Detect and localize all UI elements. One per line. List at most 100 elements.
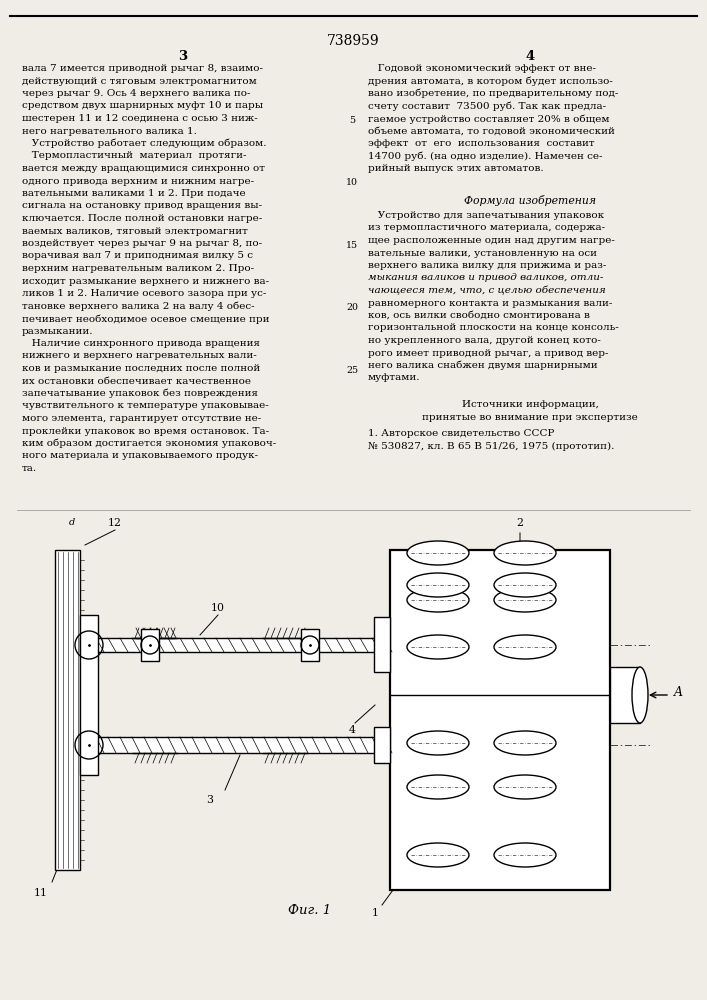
Bar <box>80 615 98 775</box>
Text: шестерен 11 и 12 соединена с осью 3 ниж-: шестерен 11 и 12 соединена с осью 3 ниж- <box>22 114 258 123</box>
Ellipse shape <box>407 635 469 659</box>
Text: мыкания валиков и привод валиков, отли-: мыкания валиков и привод валиков, отли- <box>368 273 603 282</box>
Text: 4: 4 <box>349 725 356 735</box>
Text: 10: 10 <box>346 178 358 187</box>
Text: Устройство для запечатывания упаковок: Устройство для запечатывания упаковок <box>368 211 604 220</box>
Bar <box>374 617 390 672</box>
Text: ков, ось вилки свободно смонтирована в: ков, ось вилки свободно смонтирована в <box>368 311 590 320</box>
Text: 20: 20 <box>346 303 358 312</box>
Text: вается между вращающимися синхронно от: вается между вращающимися синхронно от <box>22 164 265 173</box>
Ellipse shape <box>632 667 648 723</box>
Text: через рычаг 9. Ось 4 верхнего валика по-: через рычаг 9. Ось 4 верхнего валика по- <box>22 89 250 98</box>
Text: верхнего валика вилку для прижима и раз-: верхнего валика вилку для прижима и раз- <box>368 261 607 270</box>
Text: гаемое устройство составляет 20% в общем: гаемое устройство составляет 20% в общем <box>368 114 609 123</box>
Ellipse shape <box>407 731 469 755</box>
Text: запечатывание упаковок без повреждения: запечатывание упаковок без повреждения <box>22 389 258 398</box>
Text: их остановки обеспечивает качественное: их остановки обеспечивает качественное <box>22 376 251 385</box>
Bar <box>55 550 80 870</box>
Text: 15: 15 <box>346 241 358 250</box>
Text: ков и размыкание последних после полной: ков и размыкание последних после полной <box>22 364 260 373</box>
Text: нижнего и верхнего нагревательных вали-: нижнего и верхнего нагревательных вали- <box>22 352 257 360</box>
Text: него нагревательного валика 1.: него нагревательного валика 1. <box>22 126 197 135</box>
Text: 1: 1 <box>371 908 378 918</box>
Text: ким образом достигается экономия упаковоч-: ким образом достигается экономия упаково… <box>22 439 276 448</box>
Text: 25: 25 <box>346 366 358 375</box>
Ellipse shape <box>494 573 556 597</box>
Text: горизонтальной плоскости на конце консоль-: горизонтальной плоскости на конце консол… <box>368 324 619 332</box>
Ellipse shape <box>494 635 556 659</box>
Text: действующий с тяговым электромагнитом: действующий с тяговым электромагнитом <box>22 77 257 86</box>
Bar <box>390 550 610 890</box>
Text: Источники информации,: Источники информации, <box>462 400 598 409</box>
Text: 3: 3 <box>178 50 187 63</box>
Text: чувствительного к температуре упаковывае-: чувствительного к температуре упаковывае… <box>22 401 269 410</box>
Text: 4: 4 <box>525 50 534 63</box>
Text: 10: 10 <box>211 603 225 613</box>
Text: объеме автомата, то годовой экономический: объеме автомата, то годовой экономически… <box>368 126 615 135</box>
Text: 11: 11 <box>34 888 48 898</box>
Ellipse shape <box>407 588 469 612</box>
Text: исходит размыкание верхнего и нижнего ва-: исходит размыкание верхнего и нижнего ва… <box>22 276 269 286</box>
Text: Фиг. 1: Фиг. 1 <box>288 904 332 917</box>
Text: него валика снабжен двумя шарнирными: него валика снабжен двумя шарнирными <box>368 361 597 370</box>
Text: размыкании.: размыкании. <box>22 326 93 336</box>
Text: d: d <box>69 518 75 527</box>
Ellipse shape <box>407 775 469 799</box>
Text: 5: 5 <box>349 116 355 125</box>
Text: вала 7 имеется приводной рычаг 8, взаимо-: вала 7 имеется приводной рычаг 8, взаимо… <box>22 64 263 73</box>
Text: вано изобретение, по предварительному под-: вано изобретение, по предварительному по… <box>368 89 619 99</box>
Text: 14700 руб. (на одно изделие). Намечен се-: 14700 руб. (на одно изделие). Намечен се… <box>368 151 602 161</box>
Ellipse shape <box>494 588 556 612</box>
Ellipse shape <box>494 541 556 565</box>
Text: средством двух шарнирных муфт 10 и пары: средством двух шарнирных муфт 10 и пары <box>22 102 263 110</box>
Text: та.: та. <box>22 464 37 473</box>
Bar <box>301 629 319 661</box>
Text: 1. Авторское свидетельство СССР: 1. Авторское свидетельство СССР <box>368 429 554 438</box>
Text: ного материала и упаковываемого продук-: ного материала и упаковываемого продук- <box>22 452 258 460</box>
Ellipse shape <box>407 541 469 565</box>
Text: сигнала на остановку привод вращения вы-: сигнала на остановку привод вращения вы- <box>22 202 262 211</box>
Text: A: A <box>674 686 683 700</box>
Text: но укрепленного вала, другой конец кото-: но укрепленного вала, другой конец кото- <box>368 336 601 345</box>
Text: мого элемента, гарантирует отсутствие не-: мого элемента, гарантирует отсутствие не… <box>22 414 262 423</box>
Text: № 530827, кл. В 65 В 51/26, 1975 (прототип).: № 530827, кл. В 65 В 51/26, 1975 (протот… <box>368 442 614 451</box>
Text: равномерного контакта и размыкания вали-: равномерного контакта и размыкания вали- <box>368 298 612 308</box>
Text: проклейки упаковок во время остановок. Та-: проклейки упаковок во время остановок. Т… <box>22 426 269 436</box>
Text: дрения автомата, в котором будет использо-: дрения автомата, в котором будет использ… <box>368 77 613 86</box>
Ellipse shape <box>494 775 556 799</box>
Text: одного привода верхним и нижним нагре-: одного привода верхним и нижним нагре- <box>22 176 254 186</box>
Text: ликов 1 и 2. Наличие осевого зазора при ус-: ликов 1 и 2. Наличие осевого зазора при … <box>22 289 267 298</box>
Text: вательными валиками 1 и 2. При подаче: вательными валиками 1 и 2. При подаче <box>22 189 245 198</box>
Text: счету составит  73500 руб. Так как предла-: счету составит 73500 руб. Так как предла… <box>368 102 606 111</box>
Ellipse shape <box>494 731 556 755</box>
Text: Годовой экономический эффект от вне-: Годовой экономический эффект от вне- <box>368 64 596 73</box>
Text: вательные валики, установленную на оси: вательные валики, установленную на оси <box>368 248 597 257</box>
Text: воздействует через рычаг 9 на рычаг 8, по-: воздействует через рычаг 9 на рычаг 8, п… <box>22 239 262 248</box>
Text: Формула изобретения: Формула изобретения <box>464 194 596 206</box>
Text: верхним нагревательным валиком 2. Про-: верхним нагревательным валиком 2. Про- <box>22 264 254 273</box>
Bar <box>141 629 159 661</box>
Text: принятые во внимание при экспертизе: принятые во внимание при экспертизе <box>422 412 638 422</box>
Text: 738959: 738959 <box>327 34 380 48</box>
Text: тановке верхнего валика 2 на валу 4 обес-: тановке верхнего валика 2 на валу 4 обес… <box>22 302 255 311</box>
Text: 2: 2 <box>517 518 523 528</box>
Bar <box>80 638 390 652</box>
Text: из термопластичного материала, содержа-: из термопластичного материала, содержа- <box>368 224 605 232</box>
Text: ключается. После полной остановки нагре-: ключается. После полной остановки нагре- <box>22 214 262 223</box>
Text: рийный выпуск этих автоматов.: рийный выпуск этих автоматов. <box>368 164 544 173</box>
Ellipse shape <box>494 843 556 867</box>
Text: щее расположенные один над другим нагре-: щее расположенные один над другим нагре- <box>368 236 615 245</box>
Ellipse shape <box>407 843 469 867</box>
Ellipse shape <box>407 573 469 597</box>
Bar <box>610 667 640 723</box>
Text: чающееся тем, что, с целью обеспечения: чающееся тем, что, с целью обеспечения <box>368 286 606 295</box>
Text: рого имеет приводной рычаг, а привод вер-: рого имеет приводной рычаг, а привод вер… <box>368 349 609 358</box>
Text: 3: 3 <box>206 795 214 805</box>
Text: ваемых валиков, тяговый электромагнит: ваемых валиков, тяговый электромагнит <box>22 227 248 235</box>
Text: Устройство работает следующим образом.: Устройство работает следующим образом. <box>22 139 267 148</box>
Text: Наличие синхронного привода вращения: Наличие синхронного привода вращения <box>22 339 260 348</box>
Text: ворачивая вал 7 и приподнимая вилку 5 с: ворачивая вал 7 и приподнимая вилку 5 с <box>22 251 253 260</box>
Text: 12: 12 <box>108 518 122 528</box>
Bar <box>374 727 390 763</box>
Text: эффект  от  его  использования  составит: эффект от его использования составит <box>368 139 595 148</box>
